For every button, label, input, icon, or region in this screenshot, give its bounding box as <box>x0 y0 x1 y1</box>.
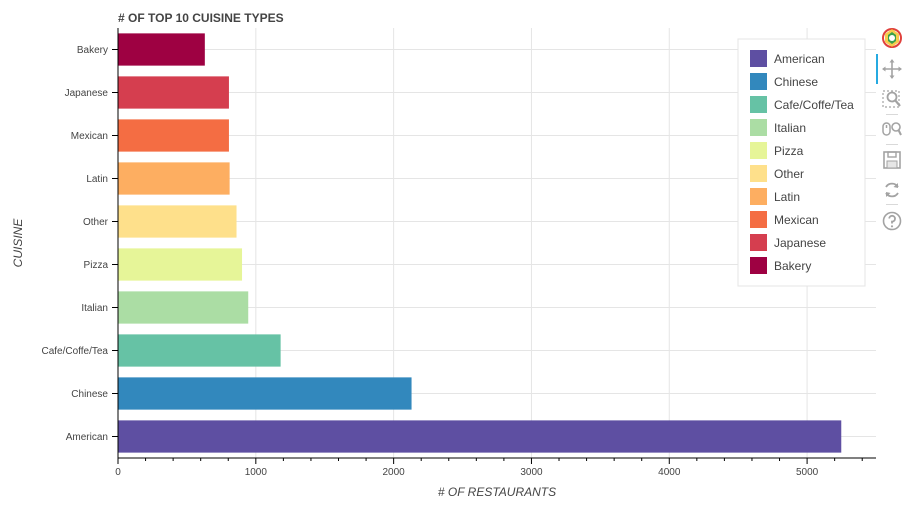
bar-italian <box>118 291 249 324</box>
legend-label: Latin <box>774 190 800 204</box>
y-axis-label: CUISINE <box>11 218 25 268</box>
x-tick-label: 0 <box>115 467 121 478</box>
legend-swatch <box>750 73 767 90</box>
help-icon[interactable] <box>880 209 904 233</box>
bokeh-logo-icon[interactable] <box>880 26 904 50</box>
legend-swatch <box>750 142 767 159</box>
legend-label: Japanese <box>774 236 826 250</box>
bar-other <box>118 205 237 238</box>
legend-swatch <box>750 96 767 113</box>
legend-swatch <box>750 165 767 182</box>
bar-mexican <box>118 119 229 152</box>
toolbar-separator <box>886 144 898 145</box>
y-tick-label: American <box>66 432 108 443</box>
bar-pizza <box>118 248 243 281</box>
bars <box>118 33 842 453</box>
toolbar <box>876 26 906 236</box>
pan-icon[interactable] <box>880 57 904 81</box>
legend-label: Other <box>774 167 804 181</box>
bar-japanese <box>118 76 229 109</box>
legend-label: Mexican <box>774 213 819 227</box>
legend-swatch <box>750 50 767 67</box>
legend-label: Italian <box>774 121 806 135</box>
legend-label: Chinese <box>774 75 818 89</box>
bar-american <box>118 420 842 453</box>
y-tick-label: Japanese <box>65 88 109 99</box>
legend-label: Pizza <box>774 144 804 158</box>
legend-swatch <box>750 119 767 136</box>
toolbar-separator <box>886 204 898 205</box>
bar-cafe-coffe-tea <box>118 334 281 367</box>
legend-swatch <box>750 257 767 274</box>
legend-swatch <box>750 211 767 228</box>
bar-latin <box>118 162 230 195</box>
save-icon[interactable] <box>880 148 904 172</box>
x-tick-label: 5000 <box>796 467 819 478</box>
bar-chinese <box>118 377 412 410</box>
legend: American Chinese Cafe/Coffe/Tea Italian Pizz… <box>737 38 866 287</box>
y-tick-label: Chinese <box>71 389 108 400</box>
box-zoom-icon[interactable] <box>880 87 904 111</box>
legend-swatch <box>750 234 767 251</box>
x-tick-label: 1000 <box>245 467 268 478</box>
legend-label: Bakery <box>774 259 811 273</box>
y-tick-label: Latin <box>86 174 108 185</box>
reset-icon[interactable] <box>880 178 904 202</box>
y-tick-label: Bakery <box>77 45 108 56</box>
legend-swatch <box>750 188 767 205</box>
y-tick-label: Italian <box>81 303 108 314</box>
y-tick-label: Pizza <box>84 260 109 271</box>
toolbar-separator <box>886 114 898 115</box>
legend-label: American <box>774 52 825 66</box>
x-tick-label: 4000 <box>658 467 681 478</box>
wheel-zoom-icon[interactable] <box>880 117 904 141</box>
y-tick-label: Cafe/Coffe/Tea <box>41 346 108 357</box>
legend-label: Cafe/Coffe/Tea <box>774 98 854 112</box>
axes: 0 1000 2000 3000 4000 5000 American Chinese Cafe… <box>41 28 876 478</box>
x-axis-label: # OF RESTAURANTS <box>438 485 556 499</box>
x-tick-label: 2000 <box>383 467 406 478</box>
chart-title: # OF TOP 10 CUISINE TYPES <box>118 11 284 25</box>
x-tick-label: 3000 <box>520 467 543 478</box>
bar-bakery <box>118 33 205 66</box>
y-tick-label: Other <box>83 217 109 228</box>
y-tick-label: Mexican <box>71 131 108 142</box>
active-tool-indicator <box>876 54 878 84</box>
